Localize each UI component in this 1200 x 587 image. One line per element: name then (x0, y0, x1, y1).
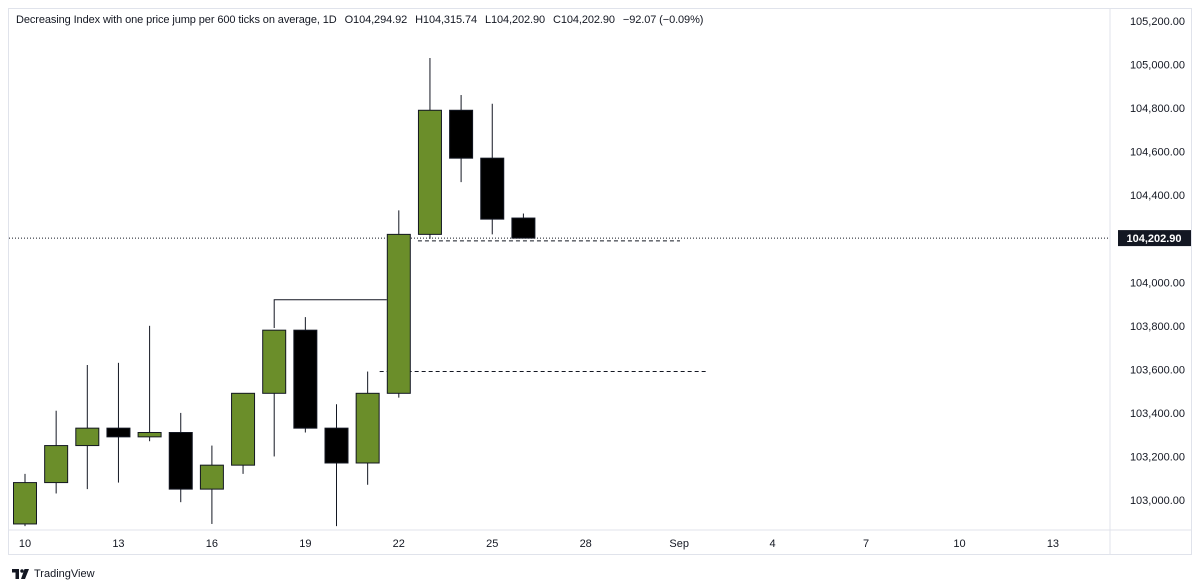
legend-low: L104,202.90 (484, 14, 546, 26)
candle-body (449, 109, 474, 159)
legend-high: H104,315.74 (415, 14, 477, 26)
step-line-annotation (273, 299, 387, 328)
y-tick-label: 104,400.00 (1130, 190, 1185, 202)
x-tick-label: 16 (206, 538, 218, 550)
y-tick-label: 103,800.00 (1130, 321, 1185, 333)
x-tick-label: 19 (299, 538, 311, 550)
candle-body (106, 427, 131, 438)
x-tick-label: 25 (486, 538, 498, 550)
x-tick-label: 28 (580, 538, 592, 550)
y-tick-label: 103,400.00 (1130, 408, 1185, 420)
candle-body (262, 329, 287, 394)
candle-body (386, 233, 411, 394)
y-tick-label: 105,000.00 (1130, 60, 1185, 72)
legend-close: C104,202.90 (553, 14, 615, 26)
brand-label[interactable]: TradingView (34, 568, 95, 580)
candle-body (75, 427, 100, 447)
candle-body (511, 217, 536, 239)
candle-body (137, 432, 162, 438)
candle-body (199, 464, 224, 490)
x-tick-label: 13 (112, 538, 124, 550)
chart-frame[interactable] (8, 8, 1192, 555)
y-tick-label: 104,800.00 (1130, 103, 1185, 115)
y-tick-label: 103,600.00 (1130, 364, 1185, 376)
last-price-label: 104,202.90 (1126, 233, 1181, 245)
candle-body (231, 392, 256, 466)
candle-body (13, 482, 37, 525)
legend-open: O104,294.92 (344, 14, 408, 26)
legend-change: −92.07 (−0.09%) (622, 14, 704, 26)
x-tick-label: 4 (770, 538, 776, 550)
y-tick-label: 105,200.00 (1130, 16, 1185, 28)
footer: TradingView (12, 566, 95, 582)
y-tick-label: 103,000.00 (1130, 495, 1185, 507)
candle-body (324, 427, 349, 464)
last-price-label-box (1118, 230, 1191, 247)
candle-body (44, 445, 69, 484)
x-tick-label: 22 (393, 538, 405, 550)
y-tick-label: 103,200.00 (1130, 451, 1185, 463)
chart-legend: Decreasing Index with one price jump per… (16, 14, 708, 26)
tradingview-logo-icon[interactable] (12, 569, 30, 579)
y-tick-label: 104,600.00 (1130, 147, 1185, 159)
x-tick-label: 10 (953, 538, 965, 550)
candle-body (417, 109, 442, 235)
y-tick-label: 104,000.00 (1130, 277, 1185, 289)
candle-body (355, 392, 380, 464)
candle-body (293, 329, 318, 429)
candle-body (480, 157, 505, 220)
x-tick-label: 7 (863, 538, 869, 550)
x-tick-label: Sep (669, 538, 689, 550)
x-tick-label: 13 (1047, 538, 1059, 550)
candle-body (168, 432, 193, 490)
legend-title: Decreasing Index with one price jump per… (16, 14, 337, 26)
x-tick-label: 10 (19, 538, 31, 550)
